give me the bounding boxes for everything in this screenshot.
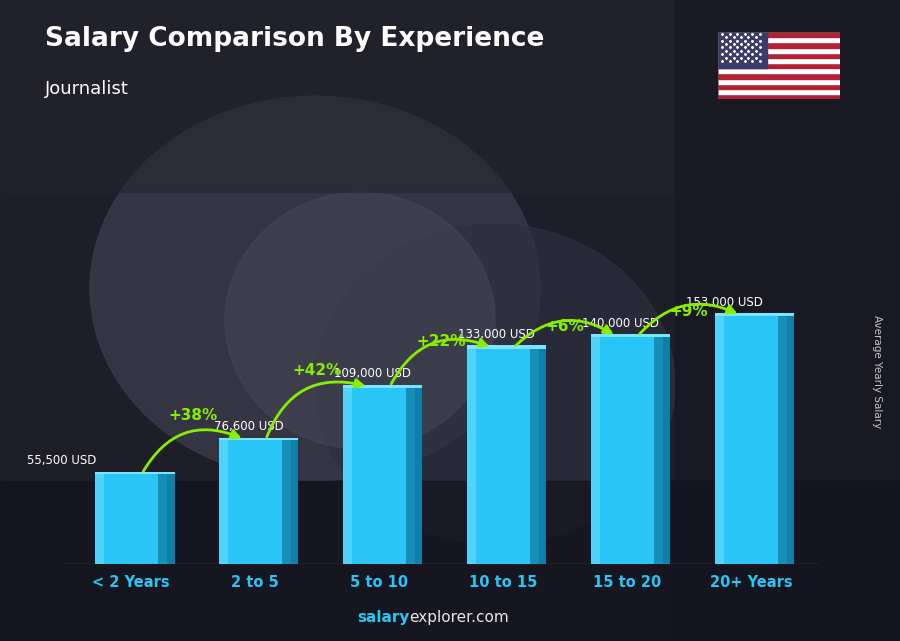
Bar	[220, 440, 228, 564]
Bar	[718, 94, 840, 99]
Bar	[718, 47, 840, 53]
Bar	[715, 316, 787, 564]
Text: 55,500 USD: 55,500 USD	[27, 454, 96, 467]
Bar	[662, 337, 670, 564]
Bar	[467, 349, 539, 564]
Bar	[718, 32, 767, 69]
Bar	[291, 440, 299, 564]
Bar	[95, 474, 104, 564]
Bar	[158, 474, 167, 564]
Text: +42%: +42%	[292, 363, 342, 378]
Bar	[718, 58, 840, 63]
Bar	[718, 63, 840, 69]
Bar	[406, 388, 415, 564]
Bar	[530, 349, 539, 564]
Bar	[591, 337, 599, 564]
Text: explorer.com: explorer.com	[410, 610, 509, 625]
Text: +9%: +9%	[670, 304, 708, 319]
Bar	[95, 472, 175, 474]
Ellipse shape	[225, 192, 495, 449]
Bar	[718, 32, 840, 37]
Bar	[718, 53, 840, 58]
Text: Journalist: Journalist	[45, 80, 129, 98]
Bar	[467, 345, 546, 349]
Text: 109,000 USD: 109,000 USD	[334, 367, 411, 380]
Bar	[0, 481, 900, 641]
Ellipse shape	[315, 224, 675, 545]
Bar	[718, 42, 840, 47]
Bar	[95, 474, 167, 564]
Bar	[718, 89, 840, 94]
Text: 140,000 USD: 140,000 USD	[582, 317, 659, 330]
Bar	[715, 316, 724, 564]
Bar	[343, 388, 415, 564]
Bar	[167, 474, 175, 564]
Ellipse shape	[90, 96, 540, 481]
Bar	[591, 337, 662, 564]
Text: +38%: +38%	[168, 408, 218, 423]
Bar	[654, 337, 662, 564]
Bar	[467, 349, 476, 564]
Text: Average Yearly Salary: Average Yearly Salary	[872, 315, 883, 428]
Bar	[787, 316, 794, 564]
Text: 133,000 USD: 133,000 USD	[458, 328, 536, 341]
Bar	[343, 388, 352, 564]
Text: salary: salary	[357, 610, 410, 625]
Bar	[539, 349, 546, 564]
Text: 153,000 USD: 153,000 USD	[687, 296, 763, 309]
Bar	[283, 440, 291, 564]
Bar	[718, 79, 840, 84]
Bar	[220, 438, 299, 440]
Bar	[718, 74, 840, 79]
Text: +6%: +6%	[545, 319, 584, 334]
Text: Salary Comparison By Experience: Salary Comparison By Experience	[45, 26, 544, 52]
Text: 76,600 USD: 76,600 USD	[214, 420, 284, 433]
Bar	[220, 440, 291, 564]
Bar	[591, 334, 670, 337]
Bar	[715, 313, 794, 316]
Text: +22%: +22%	[416, 333, 466, 349]
Bar	[343, 385, 422, 388]
Bar	[718, 84, 840, 89]
Bar	[718, 69, 840, 74]
Bar	[675, 0, 900, 641]
Bar	[415, 388, 422, 564]
Bar	[718, 37, 840, 42]
Bar	[0, 0, 900, 192]
Bar	[778, 316, 787, 564]
